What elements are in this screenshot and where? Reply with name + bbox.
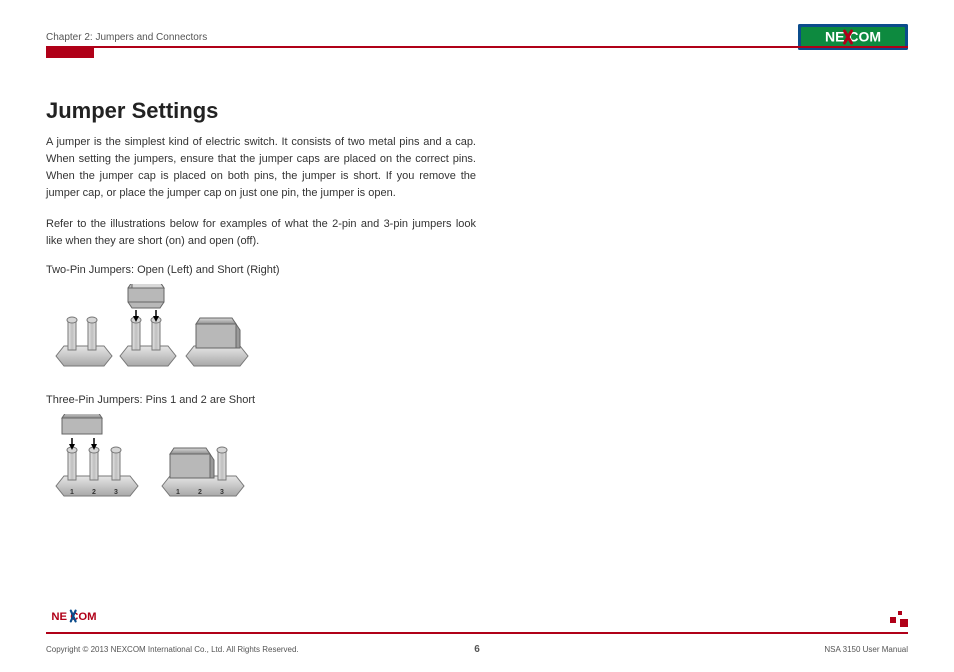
- caption-three-pin: Three-Pin Jumpers: Pins 1 and 2 are Shor…: [46, 394, 476, 406]
- footer-logo: NE COM: [46, 609, 116, 628]
- svg-text:NE COM: NE COM: [825, 29, 881, 45]
- footer-ornament: [890, 611, 908, 632]
- page-number: 6: [46, 644, 908, 655]
- svg-text:3: 3: [114, 489, 118, 496]
- three-pin-illustration: 1 2 3: [46, 414, 476, 498]
- header-accent-block: [46, 46, 94, 58]
- two-pin-illustration: [46, 284, 476, 368]
- paragraph-1: A jumper is the simplest kind of electri…: [46, 134, 476, 202]
- caption-two-pin: Two-Pin Jumpers: Open (Left) and Short (…: [46, 264, 476, 276]
- svg-text:2: 2: [198, 489, 202, 496]
- paragraph-2: Refer to the illustrations below for exa…: [46, 216, 476, 250]
- svg-text:3: 3: [220, 489, 224, 496]
- footer-rule: [46, 632, 908, 634]
- header-rule: [46, 46, 908, 48]
- chapter-title: Chapter 2: Jumpers and Connectors: [46, 32, 207, 43]
- page-title: Jumper Settings: [46, 98, 476, 124]
- svg-text:1: 1: [70, 489, 74, 496]
- svg-text:1: 1: [176, 489, 180, 496]
- svg-text:2: 2: [92, 489, 96, 496]
